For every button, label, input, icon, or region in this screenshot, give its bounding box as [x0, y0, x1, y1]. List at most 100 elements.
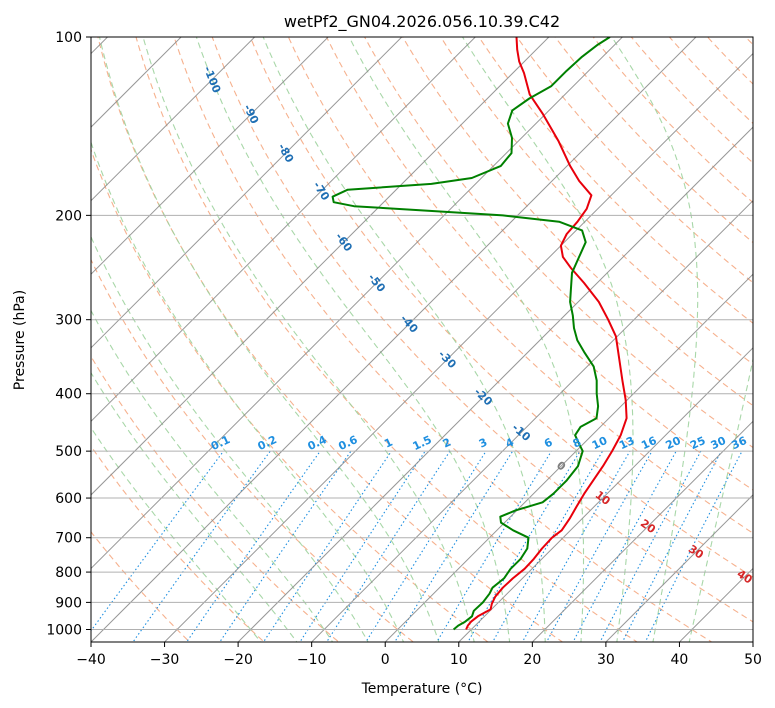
mixing-ratio-line [326, 450, 451, 642]
moist-adiabat-line [195, 37, 511, 642]
x-tick-label: 20 [523, 652, 541, 668]
moist-adiabats [91, 37, 753, 642]
dry-adiabat-line [770, 0, 775, 654]
pressure-gridlines [91, 37, 753, 630]
dry-adiabat-line [135, 37, 638, 642]
x-tick-label: 0 [381, 652, 390, 668]
dewpoint-profile-line: Dewpoint [331, 37, 611, 631]
y-tick-label: 100 [55, 30, 82, 46]
isotherm-line [91, 37, 109, 55]
dry-adiabat-line [440, 37, 753, 365]
y-tick-label: 200 [55, 208, 82, 224]
y-tick-label: 300 [55, 313, 82, 329]
dry-adiabat-line [91, 445, 265, 642]
moist-adiabat-line [461, 37, 634, 642]
mixing-ratio-label: 16 [639, 434, 659, 452]
plot-frame [90, 36, 754, 643]
mixing-ratio-label: 10 [590, 434, 610, 452]
dry-adiabat-line [173, 37, 713, 642]
dry-adiabat-line [287, 37, 753, 534]
y-tick-label: 600 [55, 491, 82, 507]
isotherm-line [91, 37, 182, 128]
isotherm-line [91, 37, 256, 202]
mixing-ratio-line [394, 450, 514, 642]
mixing-ratio-label: 6 [542, 435, 555, 450]
mixing-ratio-label: 0.1 [209, 433, 232, 453]
x-tick-label: 50 [744, 652, 762, 668]
dry-adiabat-label: -90 [241, 102, 262, 126]
x-tick-label: 40 [671, 652, 689, 668]
isotherm-line [605, 494, 753, 642]
y-tick-label: 800 [55, 565, 82, 581]
dry-adiabats [91, 0, 775, 654]
mixing-ratio-label: 20 [664, 434, 684, 452]
chart-title: wetPf2_GN04.2026.056.10.39.C42 [284, 12, 560, 32]
isotherm-line [678, 567, 753, 642]
moist-adiabat-line [98, 37, 440, 642]
x-axis-ticks: −40 −30 −20 −10 0 10 20 30 40 50 [76, 642, 762, 668]
mixing-ratio-label: 13 [617, 434, 636, 452]
isotherm-line [237, 126, 753, 642]
isotherm-line [752, 641, 753, 642]
mixing-ratio-label: 0.2 [256, 433, 279, 453]
y-tick-label: 900 [55, 595, 82, 611]
mixing-ratio-lines [91, 450, 743, 642]
mixing-ratio-label: 2 [441, 436, 453, 451]
isotherm-line [91, 37, 624, 570]
mixing-ratio-line [262, 450, 392, 642]
dry-adiabat-line [478, 37, 753, 324]
x-tick-label: 30 [597, 652, 615, 668]
x-tick-label: −20 [223, 652, 253, 668]
mixing-ratio-label: 25 [688, 434, 707, 452]
mixing-ratio-line [185, 450, 321, 642]
isotherm-line [310, 199, 753, 642]
isotherm-line [384, 273, 753, 642]
y-tick-label: 500 [55, 444, 82, 460]
mixing-ratio-line [132, 450, 271, 642]
isotherm-line [91, 37, 550, 496]
y-axis-label: Pressure (hPa) [12, 290, 28, 390]
isotherm-line [458, 347, 753, 642]
mixing-ratio-line [467, 450, 581, 642]
mixing-ratio-label: 30 [709, 434, 729, 452]
mixing-ratio-label: 0.4 [306, 433, 329, 453]
y-axis-ticks: 100 200 300 400 500 600 700 800 900 1000 [46, 30, 91, 639]
y-tick-label: 1000 [46, 623, 82, 639]
isotherm-line [91, 37, 329, 275]
moist-adiabat-line [688, 356, 753, 642]
isotherm-line [531, 420, 753, 642]
moist-adiabat-line [91, 426, 262, 642]
mixing-ratio-line [299, 450, 426, 642]
moist-adiabat-line [91, 309, 334, 642]
y-tick-label: 700 [55, 531, 82, 547]
temperature-profile-line: Temperature [465, 37, 628, 630]
dry-adiabat-line [211, 37, 753, 623]
moist-adiabat-line [142, 37, 475, 642]
moist-adiabat-line [348, 37, 585, 642]
mixing-ratio-label: 3 [477, 436, 489, 451]
isotherm-line [91, 37, 477, 423]
dry-adiabat-line [630, 37, 753, 164]
mixing-ratio-line [546, 450, 653, 642]
moist-adiabat-line [91, 140, 405, 642]
dry-adiabat-line [91, 148, 489, 642]
x-tick-label: −40 [76, 652, 106, 668]
dry-adiabat-line [91, 258, 415, 642]
mixing-ratio-label: 36 [729, 434, 749, 452]
dry-adiabat-line [97, 37, 564, 642]
isotherm-line [91, 37, 403, 349]
dry-adiabat-label: -100 [201, 64, 224, 95]
moist-adiabat-line [611, 37, 699, 642]
dry-adiabat-line [91, 531, 191, 642]
dry-adiabat-line [744, 37, 753, 46]
x-axis-label: Temperature (°C) [361, 681, 483, 697]
dry-adiabat-line [735, 0, 775, 654]
moist-adiabat-line [91, 371, 298, 642]
x-tick-label: −30 [150, 652, 180, 668]
sounding-profiles: TemperatureDewpoint [331, 37, 628, 631]
isotherm-line [91, 37, 697, 642]
x-tick-label: 10 [450, 652, 468, 668]
x-tick-label: −10 [297, 652, 327, 668]
dry-adiabat-line [701, 0, 775, 654]
